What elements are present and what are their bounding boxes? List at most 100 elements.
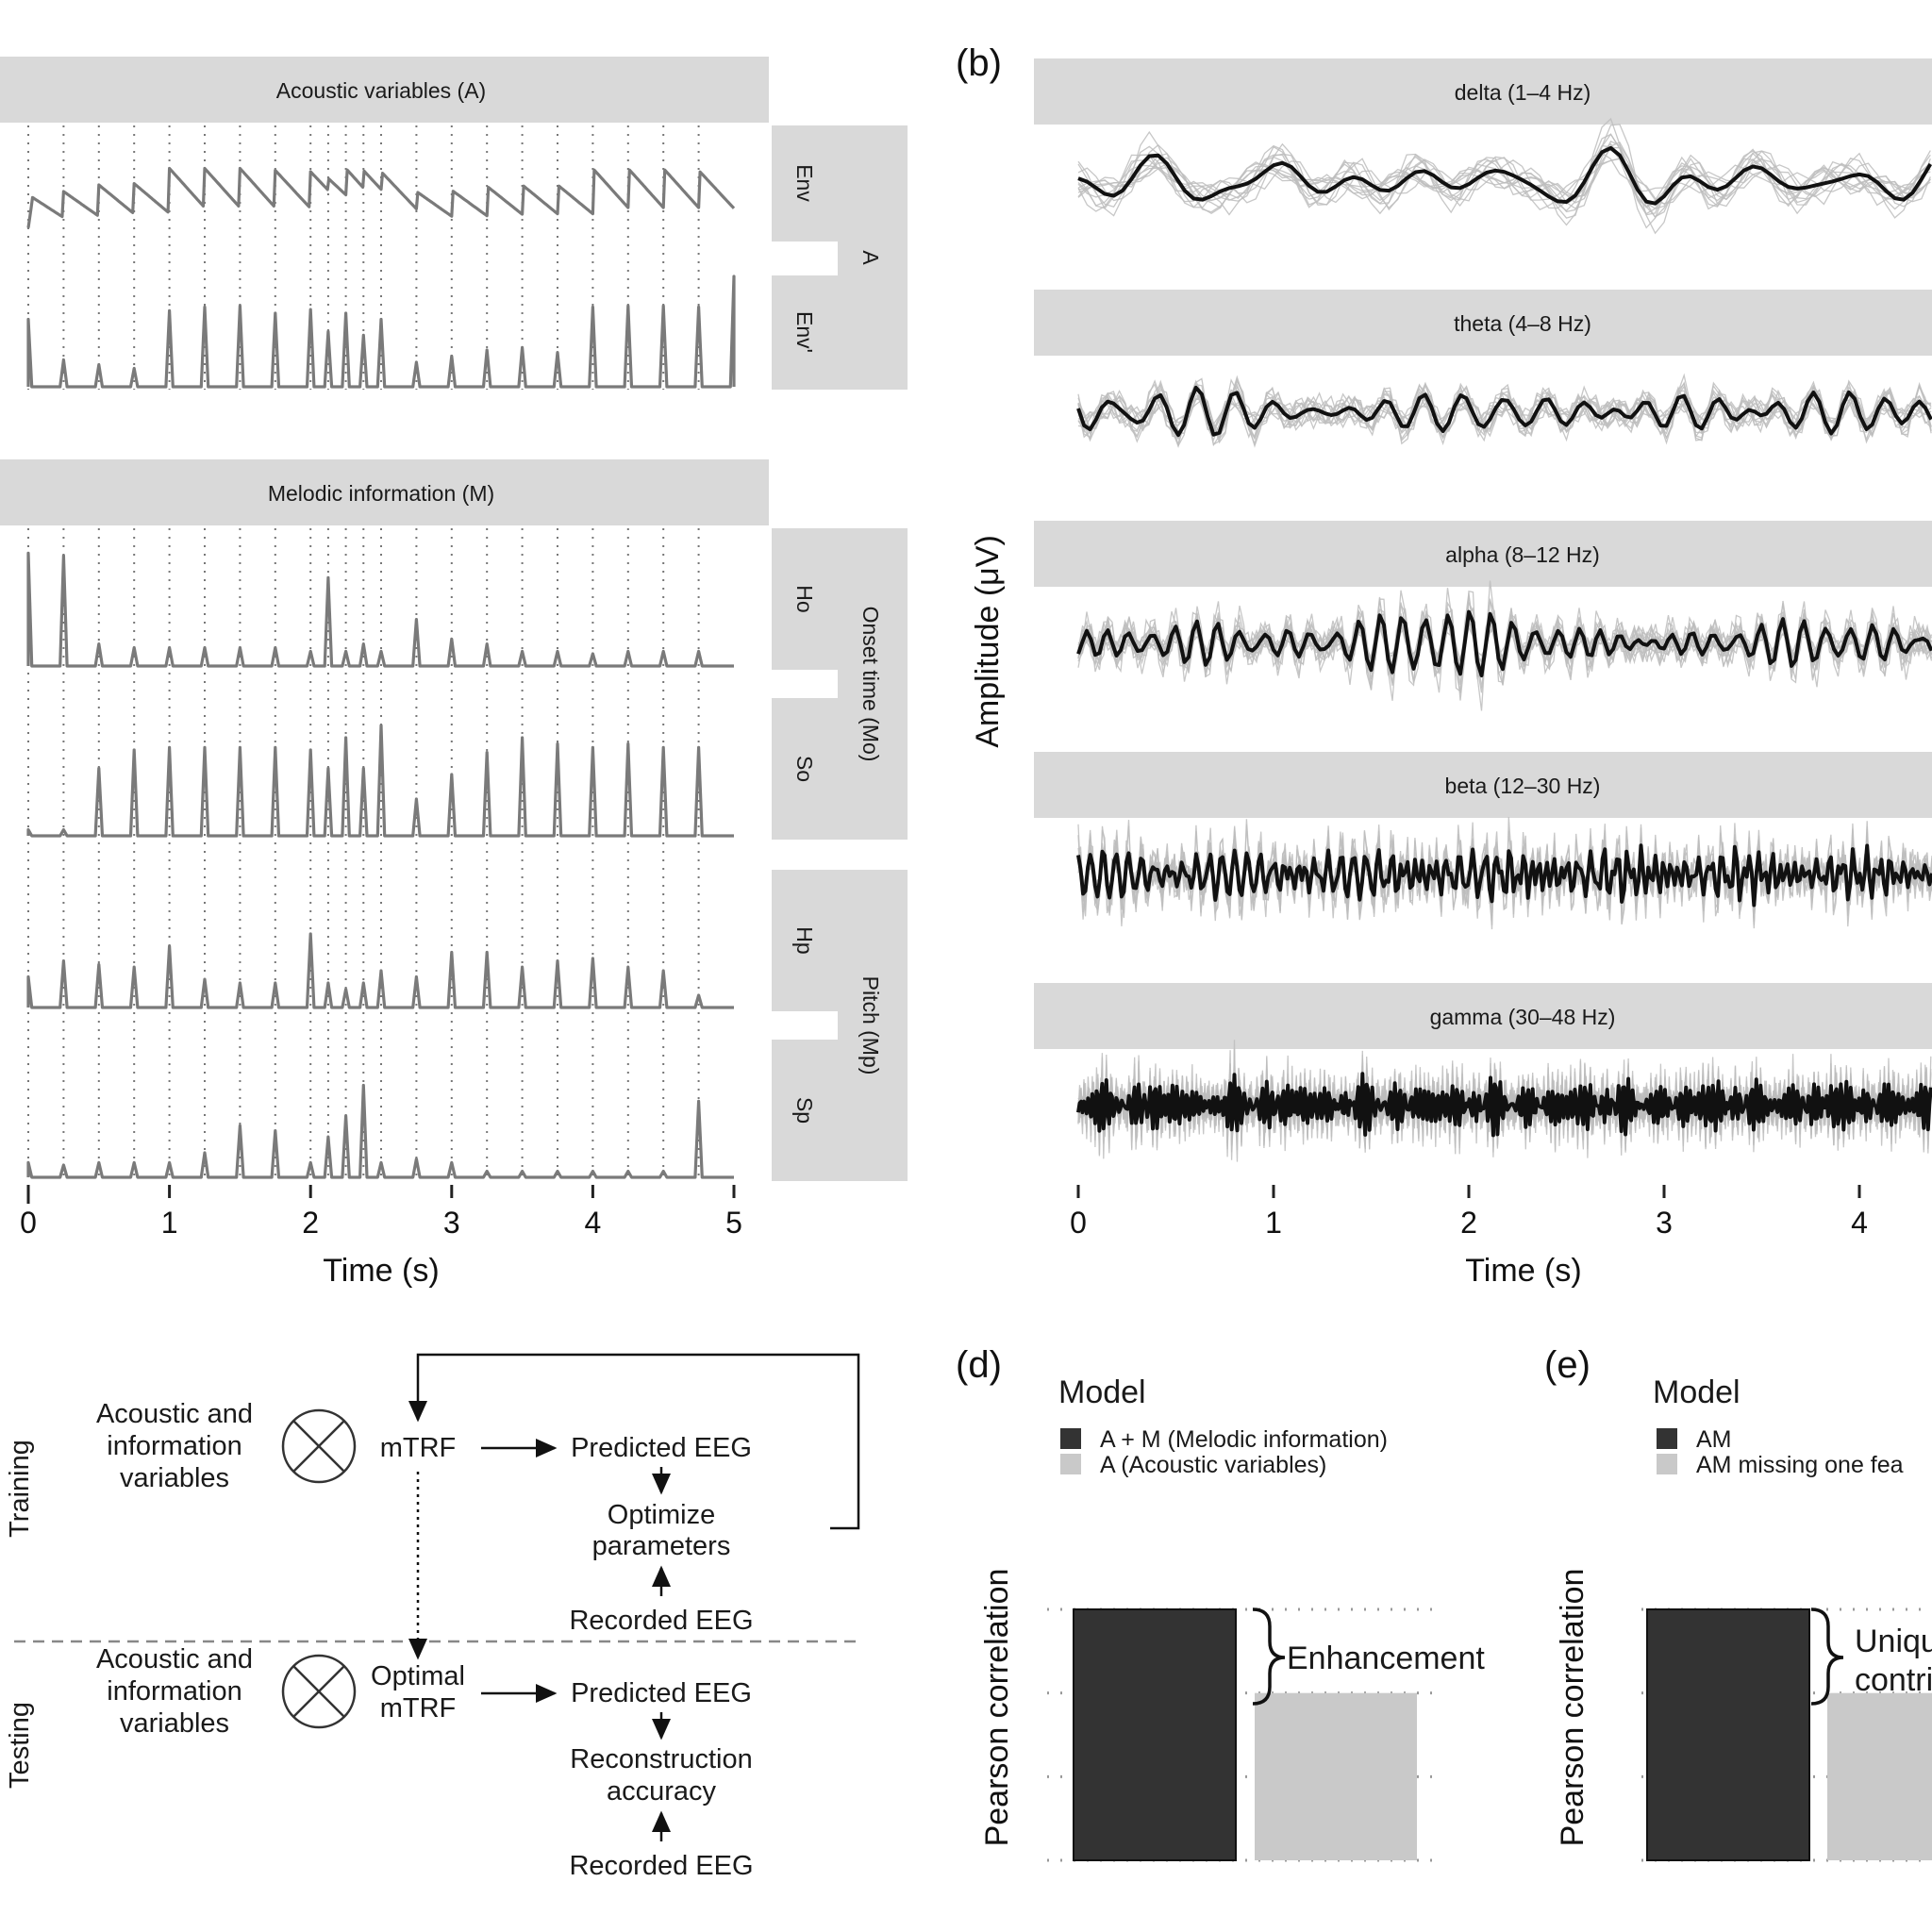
band-strip — [1034, 521, 1932, 587]
x-axis-title-b: Time (s) — [1465, 1253, 1581, 1289]
legend-swatch-d-0 — [1060, 1428, 1081, 1449]
row-label-ho: Ho — [792, 585, 817, 612]
row-strip-env — [772, 125, 838, 242]
bar-a-m-melodic-information- — [1073, 1608, 1237, 1861]
row-strip-so — [772, 698, 838, 840]
row-label-env: Env — [792, 164, 817, 202]
series-env-line — [26, 166, 736, 228]
reconstruction-line1: Reconstruction — [570, 1744, 752, 1774]
band-label: beta (12–30 Hz) — [1445, 774, 1601, 798]
phase-label-testing: Testing — [5, 1702, 35, 1789]
legend-title-e: Model — [1653, 1374, 1740, 1410]
facet-strip-acoustic — [0, 57, 769, 123]
y-axis-title-e: Pearson correlation — [1555, 1569, 1591, 1847]
x-tick-label: 1 — [161, 1206, 178, 1240]
facet-title-acoustic: Acoustic variables (A) — [276, 78, 486, 103]
group-label-a: A — [858, 250, 883, 265]
testing-inputs-line3: variables — [120, 1708, 229, 1739]
mean-eeg-trace — [1076, 609, 1932, 678]
enhancement-label: Enhancement — [1287, 1641, 1485, 1676]
testing-predicted-eeg: Predicted EEG — [571, 1678, 752, 1708]
row-label-sp: Sp — [792, 1097, 817, 1124]
panel-label-d: (d) — [956, 1344, 1002, 1386]
subject-eeg-trace — [1077, 375, 1932, 446]
panel-c-diagram: Training Testing Acoustic and informatio… — [5, 1353, 863, 1881]
subject-eeg-trace — [1077, 130, 1931, 219]
subject-eeg-trace — [1077, 143, 1931, 209]
enhancement-brace — [1252, 1607, 1286, 1706]
training-inputs-line3: variables — [120, 1463, 229, 1493]
row-strip-env-deriv — [772, 275, 838, 390]
training-predicted-eeg: Predicted EEG — [571, 1433, 752, 1463]
band-strips: delta (1–4 Hz) theta (4–8 Hz) alpha (8–12 … — [1034, 58, 1932, 1049]
subject-eeg-trace — [1077, 588, 1932, 693]
testing-inputs-line1: Acoustic and — [96, 1644, 253, 1674]
series-so-line — [26, 724, 734, 838]
training-inputs-line1: Acoustic and — [96, 1399, 253, 1429]
series-ho-line — [26, 551, 734, 668]
optimal-mtrf-line2: mTRF — [380, 1693, 457, 1724]
x-tick-label: 4 — [585, 1206, 602, 1240]
series-hp-line — [26, 932, 734, 1009]
band-strip — [1034, 290, 1932, 356]
feedback-loop-arrow — [408, 1353, 860, 1530]
bars-e — [1646, 1608, 1932, 1861]
x-tick-label: 0 — [20, 1206, 37, 1240]
subject-eeg-trace — [1077, 133, 1931, 215]
row-strip-hp — [772, 870, 838, 1011]
group-label-pitch: Pitch (Mp) — [858, 976, 883, 1075]
legend-label-e-1: AM missing one fea — [1696, 1452, 1904, 1478]
unique-contribution-line2: contri — [1855, 1662, 1932, 1698]
x-axis-ticks-a: 0 1 2 3 4 5 — [20, 1185, 742, 1240]
x-tick-label: 2 — [302, 1206, 319, 1240]
mtrf-label: mTRF — [380, 1433, 457, 1463]
x-tick-label: 4 — [1851, 1206, 1868, 1240]
row-label-so: So — [792, 756, 817, 782]
unique-contribution-brace — [1810, 1607, 1844, 1706]
group-strip-pitch — [838, 870, 908, 1181]
mean-eeg-trace — [1077, 145, 1932, 206]
x-tick-label: 0 — [1070, 1206, 1087, 1240]
x-tick-label: 5 — [725, 1206, 742, 1240]
subject-eeg-trace — [1077, 133, 1931, 219]
mean-eeg-trace — [1076, 1072, 1932, 1138]
band-label: delta (1–4 Hz) — [1455, 80, 1591, 105]
convolution-icon-testing — [281, 1654, 357, 1729]
reconstruction-line2: accuracy — [607, 1776, 717, 1807]
legend-label-d-1: A (Acoustic variables) — [1100, 1452, 1326, 1478]
facet-strip-melodic — [0, 459, 769, 525]
bar-a-acoustic-variables- — [1255, 1692, 1417, 1860]
series-sp-line — [26, 1083, 734, 1179]
feature-traces — [26, 166, 736, 1179]
series-env-deriv-line — [26, 275, 736, 389]
group-label-onset: Onset time (Mo) — [858, 607, 883, 762]
band-strip — [1034, 752, 1932, 818]
row-strip-ho — [772, 528, 838, 670]
band-label: alpha (8–12 Hz) — [1445, 542, 1600, 567]
testing-inputs-line2: information — [107, 1676, 242, 1707]
training-recorded-eeg: Recorded EEG — [569, 1606, 753, 1636]
legend-swatch-e-1 — [1657, 1454, 1677, 1474]
row-label-env-deriv: Env' — [792, 311, 817, 353]
band-strip — [1034, 983, 1932, 1049]
mean-eeg-trace — [1076, 843, 1932, 908]
training-inputs-line2: information — [107, 1431, 242, 1461]
panel-d: (d) Model A + M (Melodic information) A … — [956, 1344, 1485, 1862]
y-axis-title-d: Pearson correlation — [979, 1569, 1015, 1847]
panel-e: (e) Model AM AM missing one fea Pearson … — [1544, 1344, 1932, 1862]
x-tick-label: 3 — [1656, 1206, 1673, 1240]
group-strip-a — [838, 125, 908, 390]
legend-swatch-d-1 — [1060, 1454, 1081, 1474]
panel-b: (b) delta (1–4 Hz) theta (4–8 Hz) alpha (8… — [956, 42, 1932, 1289]
panel-label-e: (e) — [1544, 1344, 1591, 1386]
x-axis-title-a: Time (s) — [323, 1253, 439, 1289]
subject-eeg-trace — [1077, 377, 1932, 441]
legend-swatch-e-0 — [1657, 1428, 1677, 1449]
row-strip-sp — [772, 1040, 838, 1181]
bar-am-missing-one-fea — [1827, 1692, 1932, 1860]
optimize-line2: parameters — [592, 1531, 731, 1561]
panel-a: Acoustic variables (A) Env Env' A Melodi… — [0, 57, 908, 1289]
legend-title-d: Model — [1058, 1374, 1146, 1410]
panel-label-b: (b) — [956, 42, 1002, 84]
